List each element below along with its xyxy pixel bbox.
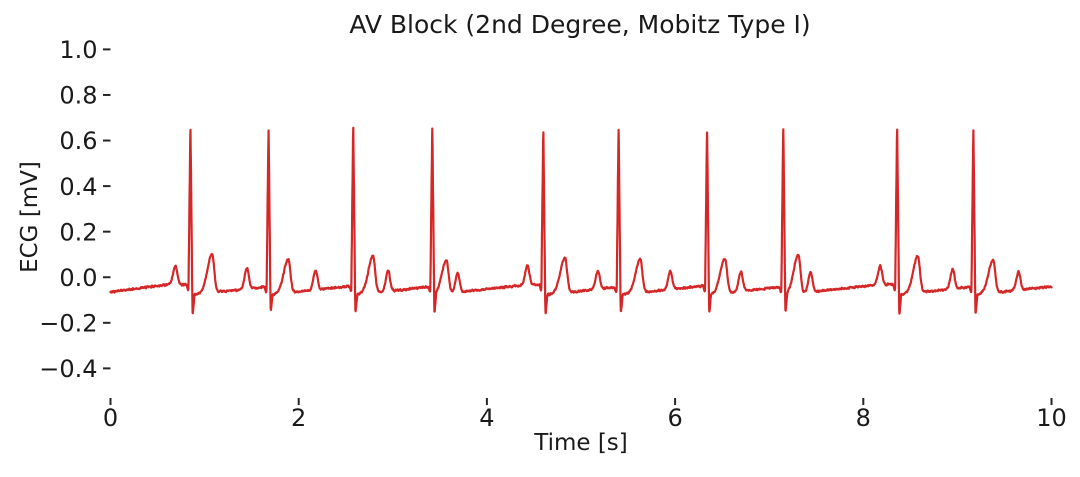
y-tick-label: 0.2 — [59, 218, 97, 246]
ecg-trace — [109, 126, 1053, 315]
chart-title: AV Block (2nd Degree, Mobitz Type I) — [349, 10, 810, 39]
y-tick-label: 0.8 — [59, 82, 97, 110]
y-axis-ticks: 1.0 0.8 0.6 0.4 0.2 0.0 −0.2 −0.4 — [39, 36, 111, 383]
y-tick-label: −0.4 — [39, 355, 97, 383]
x-tick-label: 4 — [479, 404, 494, 432]
y-tick-label: −0.2 — [39, 310, 97, 338]
y-tick-label: 0.4 — [59, 173, 97, 201]
y-tick-label: 1.0 — [59, 36, 97, 64]
y-axis-label: ECG [mV] — [17, 161, 43, 273]
x-axis-label: Time [s] — [533, 430, 628, 456]
x-tick-label: 2 — [291, 404, 306, 432]
y-tick-label: 0.6 — [59, 127, 97, 155]
x-tick-label: 8 — [856, 404, 871, 432]
x-tick-label: 10 — [1036, 404, 1067, 432]
x-axis-ticks: 0 2 4 6 8 10 — [103, 398, 1067, 432]
y-tick-label: 0.0 — [59, 264, 97, 292]
x-tick-label: 6 — [667, 404, 682, 432]
x-tick-label: 0 — [103, 404, 118, 432]
